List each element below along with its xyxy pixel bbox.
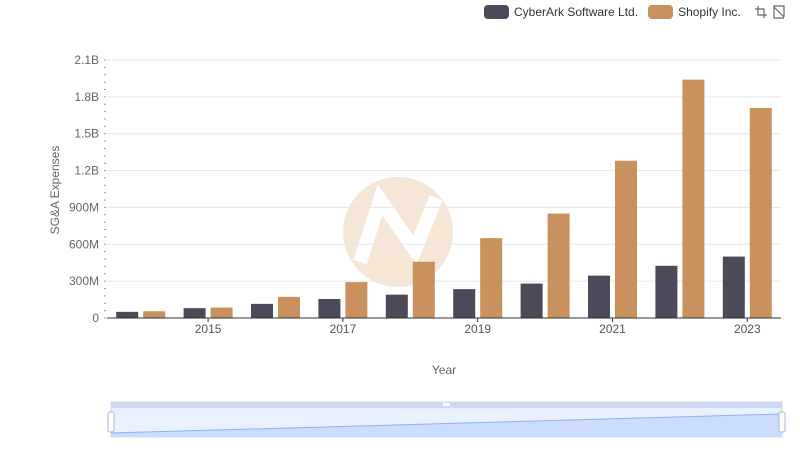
y-tick-label: 1.5B <box>74 127 99 141</box>
legend-label-shopify: Shopify Inc. <box>678 5 741 19</box>
watermark-mark <box>353 184 443 265</box>
x-axis: 2015 2017 2019 2021 2023 <box>107 317 781 336</box>
grid-lines <box>107 59 781 319</box>
restore-icon[interactable] <box>771 4 787 20</box>
y-tick-label: 600M <box>69 237 99 251</box>
legend: CyberArk Software Ltd. Shopify Inc. <box>484 4 787 20</box>
bar-cyberark-2018[interactable] <box>385 294 408 318</box>
bar-cyberark-2023[interactable] <box>722 256 745 318</box>
bar-shopify-2019[interactable] <box>480 238 503 318</box>
bar-cyberark-2021[interactable] <box>588 275 610 318</box>
bar-shopify-2016[interactable] <box>278 296 300 318</box>
bar-shopify-2021[interactable] <box>615 160 637 318</box>
data-zoom-slider[interactable] <box>107 401 786 438</box>
y-tick-label: 300M <box>69 274 99 288</box>
bar-cyberark-2014[interactable] <box>116 311 139 318</box>
x-tick-label: 2017 <box>330 322 357 336</box>
data-zoom-preview-line <box>110 413 783 434</box>
y-axis-title: SG&A Expenses <box>48 146 62 235</box>
bar-cyberark-2015[interactable] <box>183 308 206 318</box>
x-axis-title: Year <box>432 363 456 377</box>
x-tick-label: 2015 <box>195 322 222 336</box>
y-tick-label: 1.2B <box>74 164 99 178</box>
legend-item-cyberark[interactable]: CyberArk Software Ltd. <box>484 5 638 19</box>
legend-swatch-cyberark <box>484 5 509 19</box>
legend-label-cyberark: CyberArk Software Ltd. <box>514 5 639 19</box>
legend-item-shopify[interactable]: Shopify Inc. <box>648 5 741 19</box>
bar-cyberark-2020[interactable] <box>520 283 543 318</box>
watermark-logo <box>343 177 453 287</box>
bar-shopify-2020[interactable] <box>547 213 570 318</box>
bar-cyberark-2017[interactable] <box>318 298 341 318</box>
toolbox <box>751 4 787 20</box>
legend-swatch-shopify <box>648 5 674 19</box>
x-tick-label: 2019 <box>464 322 491 336</box>
y-tick-label: 1.8B <box>74 90 99 104</box>
data-zoom-selected-range[interactable] <box>111 408 782 437</box>
x-tick-label: 2023 <box>734 322 761 336</box>
bar-shopify-2018[interactable] <box>412 261 435 318</box>
data-zoom-grip-icon[interactable] <box>443 403 450 406</box>
y-tick-label: 0 <box>92 311 99 325</box>
bar-shopify-2023[interactable] <box>749 107 772 319</box>
data-zoom-left-handle[interactable] <box>107 411 115 433</box>
bar-cyberark-2019[interactable] <box>453 289 476 318</box>
bar-shopify-2014[interactable] <box>143 311 166 318</box>
bars <box>116 79 772 319</box>
data-zoom-right-handle[interactable] <box>778 411 786 433</box>
bar-shopify-2017[interactable] <box>345 282 368 318</box>
zoom-icon[interactable] <box>753 4 769 20</box>
data-zoom-preview-area <box>111 414 782 437</box>
bar-shopify-2022[interactable] <box>682 79 705 319</box>
y-tick-label: 900M <box>69 200 99 214</box>
x-tick-label: 2021 <box>599 322 626 336</box>
bar-cyberark-2022[interactable] <box>655 265 678 318</box>
y-axis: 0 300M 600M 900M 1.2B 1.5B 1.8B 2.1B <box>69 53 106 325</box>
bar-cyberark-2016[interactable] <box>251 303 273 318</box>
y-tick-label: 2.1B <box>74 53 99 67</box>
bar-shopify-2015[interactable] <box>210 307 233 318</box>
